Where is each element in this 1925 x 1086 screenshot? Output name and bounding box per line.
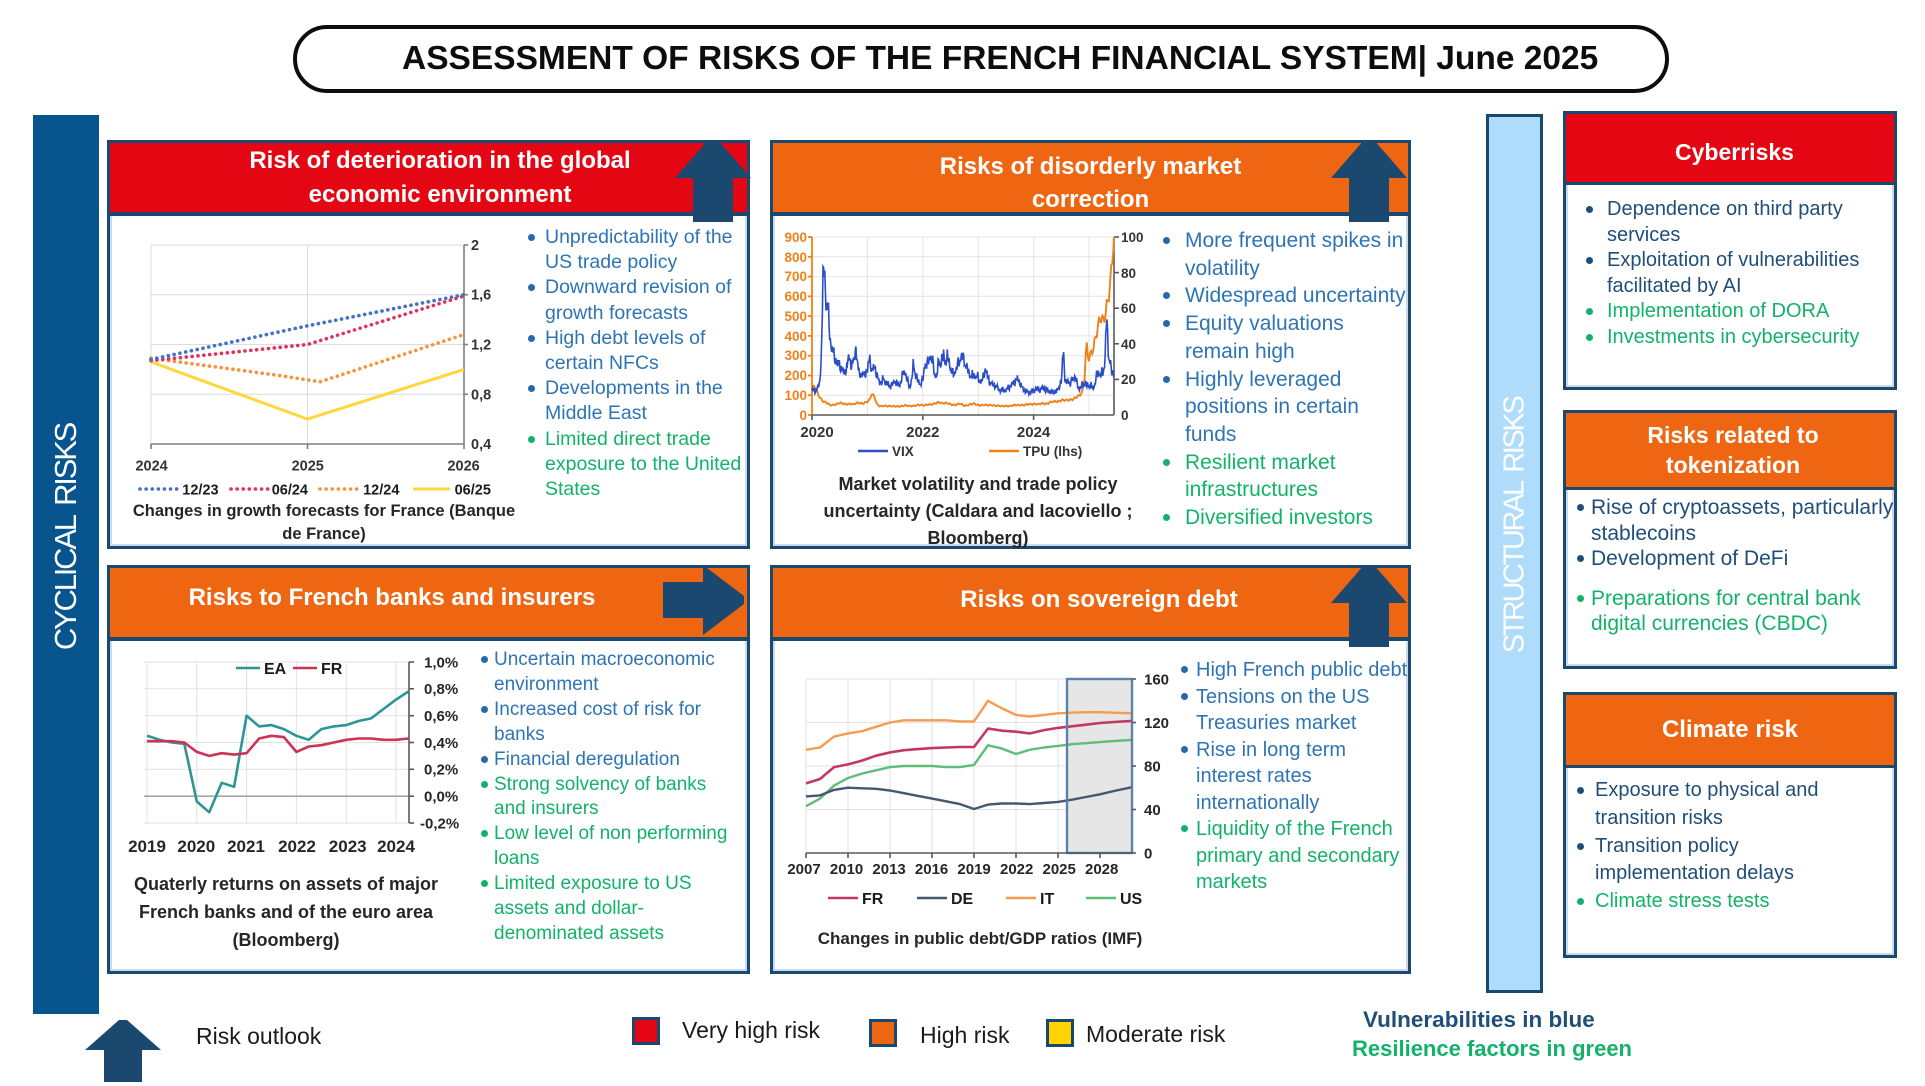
- svg-text:2019: 2019: [128, 837, 166, 856]
- svg-text:2016: 2016: [915, 861, 948, 878]
- svg-text:2024: 2024: [135, 459, 167, 475]
- svg-text:100: 100: [1121, 230, 1144, 245]
- svg-text:1,0%: 1,0%: [424, 654, 458, 671]
- svg-text:600: 600: [784, 289, 807, 304]
- svg-text:0,0%: 0,0%: [424, 789, 458, 806]
- svg-text:100: 100: [784, 388, 807, 403]
- svg-text:IT: IT: [1040, 891, 1054, 908]
- svg-text:12/23: 12/23: [182, 483, 218, 499]
- svg-text:2026: 2026: [447, 459, 479, 475]
- svg-text:0: 0: [1121, 408, 1129, 423]
- svg-text:700: 700: [784, 269, 807, 284]
- svg-text:80: 80: [1121, 266, 1136, 281]
- svg-text:0,2%: 0,2%: [424, 762, 458, 779]
- svg-text:2007: 2007: [787, 861, 820, 878]
- svg-text:VIX: VIX: [892, 444, 914, 459]
- svg-text:2013: 2013: [872, 861, 905, 878]
- svg-text:2028: 2028: [1085, 861, 1118, 878]
- svg-text:2025: 2025: [1043, 861, 1076, 878]
- svg-text:2: 2: [471, 238, 479, 254]
- svg-text:0,6%: 0,6%: [424, 708, 458, 725]
- svg-text:2025: 2025: [292, 459, 324, 475]
- svg-text:2020: 2020: [800, 424, 833, 441]
- svg-text:US: US: [1120, 891, 1143, 908]
- svg-text:2019: 2019: [957, 861, 990, 878]
- svg-text:2010: 2010: [830, 861, 863, 878]
- svg-text:200: 200: [784, 368, 807, 383]
- svg-text:2024: 2024: [1017, 424, 1051, 441]
- svg-text:80: 80: [1144, 759, 1161, 776]
- svg-text:EA: EA: [264, 661, 287, 678]
- svg-text:-0,2%: -0,2%: [420, 815, 459, 832]
- svg-text:06/24: 06/24: [272, 483, 308, 499]
- svg-text:FR: FR: [321, 661, 343, 678]
- svg-text:40: 40: [1144, 802, 1161, 819]
- svg-text:60: 60: [1121, 301, 1136, 316]
- svg-text:120: 120: [1144, 715, 1169, 732]
- svg-text:0,4%: 0,4%: [424, 735, 458, 752]
- svg-text:0: 0: [1144, 846, 1152, 863]
- svg-text:12/24: 12/24: [363, 483, 399, 499]
- svg-text:40: 40: [1121, 337, 1136, 352]
- svg-text:300: 300: [784, 348, 807, 363]
- svg-text:0,4: 0,4: [471, 437, 491, 453]
- svg-text:400: 400: [784, 329, 807, 344]
- svg-text:2023: 2023: [329, 837, 367, 856]
- svg-text:20: 20: [1121, 372, 1136, 387]
- svg-text:0,8: 0,8: [471, 387, 491, 403]
- svg-text:0: 0: [799, 408, 807, 423]
- svg-text:2022: 2022: [906, 424, 939, 441]
- svg-text:500: 500: [784, 309, 807, 324]
- svg-text:2022: 2022: [1000, 861, 1033, 878]
- svg-text:1,2: 1,2: [471, 338, 491, 354]
- svg-text:2022: 2022: [278, 837, 316, 856]
- svg-text:900: 900: [784, 230, 807, 245]
- svg-text:DE: DE: [951, 891, 974, 908]
- svg-text:800: 800: [784, 250, 807, 265]
- svg-text:TPU (lhs): TPU (lhs): [1023, 444, 1082, 459]
- svg-text:2024: 2024: [377, 837, 415, 856]
- svg-text:160: 160: [1144, 672, 1169, 689]
- svg-text:FR: FR: [862, 891, 884, 908]
- svg-text:0,8%: 0,8%: [424, 681, 458, 698]
- svg-text:06/25: 06/25: [455, 483, 491, 499]
- svg-text:2021: 2021: [227, 837, 265, 856]
- svg-text:1,6: 1,6: [471, 288, 491, 304]
- svg-text:2020: 2020: [177, 837, 215, 856]
